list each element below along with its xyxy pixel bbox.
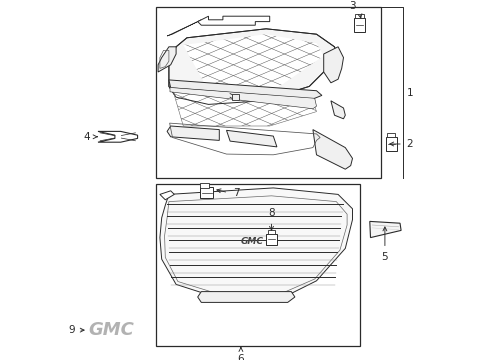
Bar — [231, 94, 239, 100]
Polygon shape — [167, 20, 201, 36]
Bar — [200, 183, 209, 188]
Bar — [353, 18, 365, 32]
Text: GMC: GMC — [88, 321, 134, 339]
Polygon shape — [369, 221, 400, 238]
Polygon shape — [226, 130, 276, 147]
Text: 6: 6 — [237, 354, 244, 360]
Bar — [385, 137, 396, 151]
Polygon shape — [158, 47, 176, 72]
Polygon shape — [323, 47, 343, 83]
Text: 3: 3 — [348, 1, 355, 11]
Text: 4: 4 — [83, 132, 89, 142]
Polygon shape — [312, 130, 352, 169]
Polygon shape — [170, 87, 316, 109]
Bar — [156, 184, 359, 346]
Polygon shape — [98, 131, 137, 142]
Text: 8: 8 — [267, 208, 274, 218]
Text: GMC: GMC — [240, 237, 263, 246]
Polygon shape — [183, 34, 323, 97]
Bar — [386, 133, 394, 137]
Text: 5: 5 — [381, 252, 387, 262]
Bar — [267, 230, 275, 234]
Polygon shape — [160, 188, 352, 301]
Polygon shape — [197, 16, 269, 25]
Polygon shape — [168, 29, 337, 104]
Text: 7: 7 — [232, 188, 239, 198]
Bar — [156, 7, 381, 178]
Text: 1: 1 — [406, 88, 412, 98]
Polygon shape — [167, 126, 219, 140]
Polygon shape — [160, 191, 174, 200]
Bar — [265, 234, 276, 245]
Text: 9: 9 — [68, 325, 75, 335]
Bar — [355, 14, 363, 18]
Polygon shape — [168, 80, 321, 99]
Polygon shape — [170, 83, 316, 126]
Text: 2: 2 — [406, 139, 412, 149]
Polygon shape — [197, 292, 294, 302]
Polygon shape — [330, 101, 345, 119]
Bar — [200, 187, 213, 198]
